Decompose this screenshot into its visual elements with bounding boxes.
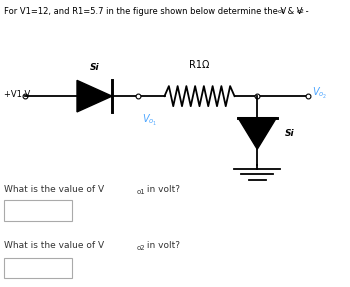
Text: o2: o2 — [296, 9, 304, 14]
Text: What is the value of V: What is the value of V — [4, 241, 104, 250]
Text: Si: Si — [90, 63, 99, 72]
Text: o2: o2 — [136, 245, 145, 251]
Text: o1: o1 — [136, 189, 145, 195]
Polygon shape — [238, 118, 276, 149]
Text: What is the value of V: What is the value of V — [4, 185, 104, 194]
Text: $V_{o_1}$: $V_{o_1}$ — [142, 113, 157, 128]
Text: $V_{o_2}$: $V_{o_2}$ — [312, 86, 327, 101]
Text: in volt?: in volt? — [144, 241, 180, 250]
Text: o1: o1 — [278, 9, 285, 14]
Text: +V1 V: +V1 V — [4, 90, 30, 99]
Text: Si: Si — [285, 129, 295, 138]
Text: -: - — [303, 7, 309, 16]
Text: For V1=12, and R1=5.7 in the figure shown below determine the V: For V1=12, and R1=5.7 in the figure show… — [4, 7, 286, 16]
Polygon shape — [77, 80, 112, 112]
FancyBboxPatch shape — [4, 200, 72, 221]
Text: in volt?: in volt? — [144, 185, 180, 194]
FancyBboxPatch shape — [4, 258, 72, 278]
Text: R1Ω: R1Ω — [189, 60, 210, 70]
Text: & V: & V — [285, 7, 302, 16]
